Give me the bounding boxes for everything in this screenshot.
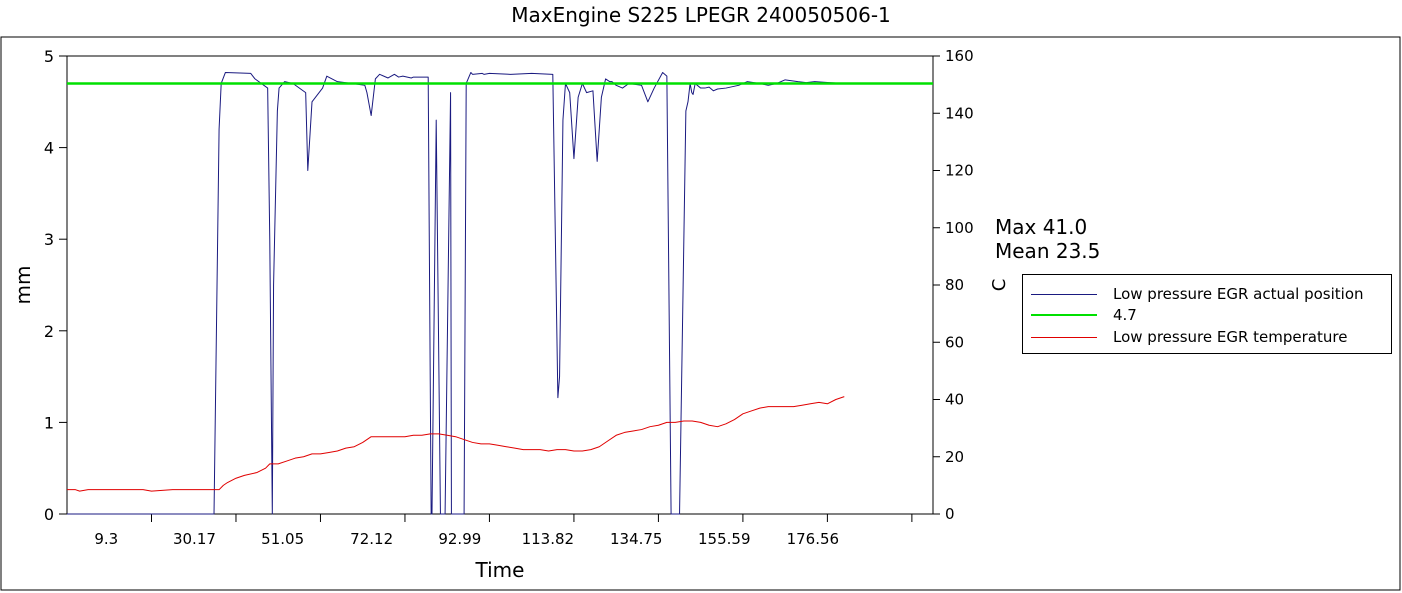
legend-swatch-threshold	[1031, 314, 1097, 316]
legend-label-position: Low pressure EGR actual position	[1113, 285, 1364, 303]
x-axis-label: Time	[475, 558, 525, 582]
legend-label-temperature: Low pressure EGR temperature	[1113, 328, 1348, 346]
stats-max: Max 41.0	[995, 215, 1088, 239]
y-left-tick-label: 3	[44, 230, 54, 249]
y-right-tick-label: 100	[945, 219, 974, 237]
y-right-tick-label: 0	[945, 505, 955, 523]
y-left-tick-label: 2	[44, 322, 54, 341]
series-temperature-line	[67, 396, 845, 492]
y-left-tick-label: 5	[44, 47, 54, 66]
x-tick-label: 176.56	[787, 530, 840, 548]
stats-mean: Mean 23.5	[995, 239, 1101, 263]
y-right-tick-label: 60	[945, 333, 964, 351]
x-tick-label: 9.3	[94, 530, 118, 548]
legend-entry-temperature: Low pressure EGR temperature	[1031, 326, 1347, 348]
y-right-tick-label: 40	[945, 391, 964, 409]
series-position-line	[67, 71, 845, 515]
x-tick-label: 155.59	[698, 530, 751, 548]
legend: Low pressure EGR actual position 4.7 Low…	[1022, 274, 1392, 354]
y-right-tick-label: 20	[945, 448, 964, 466]
legend-entry-position: Low pressure EGR actual position	[1031, 283, 1364, 305]
y-left-tick-label: 1	[44, 413, 54, 432]
figure-frame	[0, 36, 1401, 591]
plot-area: 0 1 2 3 4 5 0 20 40 60 80 100 120 140 160 9.3 30.17 51.05…	[44, 47, 974, 548]
legend-label-threshold: 4.7	[1113, 306, 1137, 324]
legend-swatch-temperature	[1031, 336, 1097, 338]
legend-swatch-position	[1031, 293, 1097, 295]
x-tick-label: 92.99	[438, 530, 481, 548]
y-left-tick-label: 0	[44, 505, 54, 524]
x-tick-label: 72.12	[350, 530, 393, 548]
legend-entry-threshold: 4.7	[1031, 304, 1137, 326]
x-tick-label: 113.82	[522, 530, 575, 548]
y-right-tick-label: 140	[945, 104, 974, 122]
y-left-tick-label: 4	[44, 139, 54, 158]
y-axis-left-label: mm	[11, 266, 35, 305]
y-right-tick-label: 80	[945, 276, 964, 294]
x-tick-label: 30.17	[173, 530, 216, 548]
x-tick-label: 51.05	[261, 530, 304, 548]
chart-title: MaxEngine S225 LPEGR 240050506-1	[511, 3, 891, 27]
y-axis-right-label: C	[989, 279, 1010, 292]
stats-annotation: Max 41.0 Mean 23.5	[995, 215, 1100, 263]
y-right-tick-label: 120	[945, 162, 974, 180]
x-tick-label: 134.75	[610, 530, 663, 548]
y-right-tick-label: 160	[945, 47, 974, 65]
